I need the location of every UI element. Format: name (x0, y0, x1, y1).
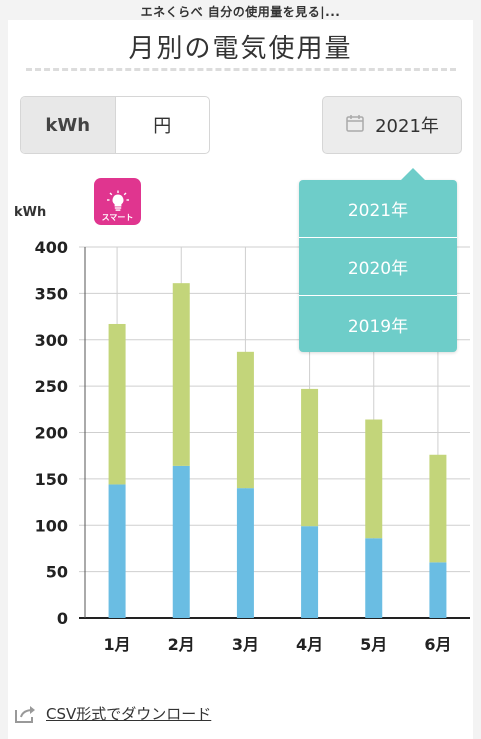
year-option-2020[interactable]: 2020年 (299, 238, 457, 296)
y-tick-label: 250 (35, 377, 68, 396)
unit-yen-button[interactable]: 円 (153, 116, 172, 137)
bar-segment (108, 484, 126, 618)
y-tick-label: 0 (57, 609, 68, 628)
year-option-2019[interactable]: 2019年 (347, 317, 409, 337)
y-axis-unit-label: kWh (14, 205, 47, 220)
bar-segment (365, 419, 383, 539)
y-tick-label: 200 (35, 424, 68, 443)
x-tick-label: 3月 (232, 635, 259, 654)
year-select-button[interactable]: 2021年 (322, 96, 462, 154)
x-tick-label: 5月 (360, 635, 387, 654)
x-tick-label: 6月 (424, 635, 451, 654)
bar-segment (236, 351, 254, 489)
bar-segment (236, 488, 254, 618)
x-tick-label: 4月 (296, 635, 323, 654)
bar-segment (429, 454, 447, 563)
smart-badge-label: スマート (101, 213, 134, 222)
bar-segment (365, 538, 383, 618)
export-icon (15, 705, 35, 723)
x-tick-label: 2月 (168, 635, 195, 654)
unit-kwh-button[interactable]: kWh (21, 97, 116, 153)
y-tick-label: 300 (35, 331, 68, 350)
year-dropdown: 2021年 2020年 2019年 (299, 168, 457, 352)
bar-segment (172, 465, 190, 618)
title-divider (26, 68, 456, 71)
y-tick-label: 400 (35, 238, 68, 257)
x-tick-label: 1月 (104, 635, 131, 654)
smart-badge[interactable]: スマート (94, 178, 141, 225)
calendar-icon (345, 113, 365, 138)
lightbulb-icon (106, 190, 129, 211)
bar-segment (301, 388, 319, 527)
bar-segment (301, 526, 319, 618)
monthly-usage-chart: 0 50 100 150 200 250 300 350 400 1月 2月 3月 4月 5月 6月 (35, 238, 470, 654)
csv-download-link[interactable]: CSV形式でダウンロード (14, 703, 211, 724)
y-tick-label: 350 (35, 284, 68, 303)
bar-segment (429, 562, 447, 618)
app-title: エネくらべ 自分の使用量を見る|... (140, 5, 341, 19)
year-option-2021[interactable]: 2021年 (299, 180, 457, 238)
bar-segment (108, 323, 126, 485)
y-tick-label: 50 (46, 563, 68, 582)
y-tick-label: 100 (35, 516, 68, 535)
bar-segment (172, 283, 190, 466)
csv-download-label: CSV形式でダウンロード (46, 705, 212, 723)
year-select-label: 2021年 (375, 116, 439, 137)
y-tick-label: 150 (35, 470, 68, 489)
page-title: 月別の電気使用量 (128, 34, 353, 64)
unit-toggle: kWh 円 (20, 96, 210, 154)
